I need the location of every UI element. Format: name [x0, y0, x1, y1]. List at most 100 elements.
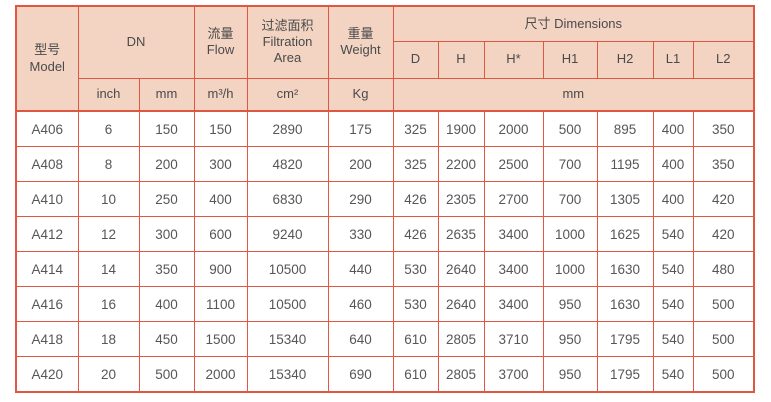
cell-dim-l2: 500 [692, 286, 755, 322]
cell-dim-l1: 540 [652, 356, 694, 393]
cell-flow: 300 [193, 146, 248, 182]
header-dim-h2: H2 [596, 40, 654, 79]
cell-dim-hstar: 3400 [483, 216, 544, 252]
cell-weight: 200 [327, 146, 394, 182]
header-model-en: Model [29, 58, 65, 74]
cell-dim-hstar: 2700 [483, 181, 544, 217]
header-dim-l1: L1 [652, 40, 694, 79]
cell-dim-hstar: 3710 [483, 321, 544, 357]
cell-dim-l1: 400 [652, 181, 694, 217]
cell-dim-l1: 400 [652, 110, 694, 147]
table-row: A412 12 300 600 9240 330 426 2635 3400 1000 1625 54… [15, 216, 755, 252]
cell-dim-l2: 420 [692, 216, 755, 252]
cell-dim-h2: 1630 [596, 251, 654, 287]
cell-flow: 1100 [193, 286, 248, 322]
header-dim-h1: H1 [542, 40, 598, 79]
cell-filtration-area: 10500 [246, 251, 329, 287]
header-filtration-zh: 过滤面积 [261, 17, 314, 33]
cell-filtration-area: 2890 [246, 110, 329, 147]
cell-weight: 460 [327, 286, 394, 322]
cell-dn-mm: 500 [138, 356, 195, 393]
header-dn: DN [77, 5, 195, 79]
cell-dn-mm: 350 [138, 251, 195, 287]
table-header: 型号 Model DN 流量 Flow 过滤面积 Filtration Area… [15, 5, 755, 112]
cell-dim-d: 530 [392, 251, 439, 287]
header-dimensions: 尺寸 Dimensions [392, 5, 755, 42]
cell-dim-d: 325 [392, 110, 439, 147]
cell-dim-hstar: 3700 [483, 356, 544, 393]
header-row-2: D H H* H1 H2 L1 L2 [16, 40, 755, 79]
table-row: A410 10 250 400 6830 290 426 2305 2700 700 1305 400… [15, 181, 755, 217]
cell-model: A416 [15, 286, 79, 322]
header-model-zh: 型号 [34, 42, 61, 58]
table-row: A420 20 500 2000 15340 690 610 2805 3700 950 1795 5… [15, 356, 755, 393]
cell-dim-d: 610 [392, 321, 439, 357]
cell-flow: 900 [193, 251, 248, 287]
filter-spec-table: 型号 Model DN 流量 Flow 过滤面积 Filtration Area… [15, 5, 756, 393]
cell-flow: 600 [193, 216, 248, 252]
cell-filtration-area: 10500 [246, 286, 329, 322]
cell-dn-mm: 150 [138, 110, 195, 147]
header-dim-h: H [437, 40, 485, 79]
cell-dim-l1: 540 [652, 286, 694, 322]
table-row: A416 16 400 1100 10500 460 530 2640 3400 950 1630 5… [15, 286, 755, 322]
cell-filtration-area: 4820 [246, 146, 329, 182]
unit-weight: Kg [327, 77, 394, 112]
cell-dim-h2: 1195 [596, 146, 654, 182]
cell-dim-h2: 1795 [596, 321, 654, 357]
cell-dim-l1: 400 [652, 146, 694, 182]
cell-dim-d: 426 [392, 181, 439, 217]
header-flow-zh: 流量 [207, 26, 234, 41]
header-dim-l2: L2 [692, 40, 755, 79]
cell-flow: 400 [193, 181, 248, 217]
header-filtration-area: 过滤面积 Filtration Area [246, 5, 329, 79]
cell-dim-h: 2805 [437, 356, 485, 393]
cell-dim-d: 530 [392, 286, 439, 322]
cell-weight: 175 [327, 110, 394, 147]
cell-model: A414 [15, 251, 79, 287]
cell-dim-h2: 1625 [596, 216, 654, 252]
cell-weight: 330 [327, 216, 394, 252]
table-row: A406 6 150 150 2890 175 325 1900 2000 500 895 400 35… [15, 110, 755, 147]
cell-filtration-area: 6830 [246, 181, 329, 217]
cell-dim-h: 2635 [437, 216, 485, 252]
cell-dim-h2: 1305 [596, 181, 654, 217]
cell-flow: 2000 [193, 356, 248, 393]
cell-dim-h1: 500 [542, 110, 598, 147]
header-flow-en: Flow [206, 42, 235, 58]
cell-flow: 150 [193, 110, 248, 147]
unit-inch: inch [77, 77, 140, 112]
cell-model: A420 [15, 356, 79, 393]
cell-weight: 690 [327, 356, 394, 393]
cell-filtration-area: 15340 [246, 356, 329, 393]
cell-dim-l1: 540 [652, 216, 694, 252]
table-body: A406 6 150 150 2890 175 325 1900 2000 500 895 400 35… [15, 110, 755, 393]
cell-dn-inch: 14 [77, 251, 140, 287]
cell-model: A406 [15, 110, 79, 147]
cell-dim-h2: 1630 [596, 286, 654, 322]
cell-model: A408 [15, 146, 79, 182]
header-dim-d: D [392, 40, 439, 79]
cell-dim-h: 2640 [437, 251, 485, 287]
cell-filtration-area: 9240 [246, 216, 329, 252]
table-row: A418 18 450 1500 15340 640 610 2805 3710 950 1795 5… [15, 321, 755, 357]
cell-dn-inch: 20 [77, 356, 140, 393]
header-filtration-en1: Filtration [262, 34, 313, 50]
cell-dn-inch: 12 [77, 216, 140, 252]
cell-dim-h: 1900 [437, 110, 485, 147]
cell-dim-d: 426 [392, 216, 439, 252]
cell-filtration-area: 15340 [246, 321, 329, 357]
cell-dn-mm: 450 [138, 321, 195, 357]
cell-dim-h1: 1000 [542, 251, 598, 287]
unit-flow: m³/h [193, 77, 248, 112]
cell-dim-l2: 500 [692, 356, 755, 393]
header-weight-zh: 重量 [347, 26, 374, 41]
cell-dim-l2: 420 [692, 181, 755, 217]
cell-model: A412 [15, 216, 79, 252]
cell-dn-inch: 16 [77, 286, 140, 322]
cell-dn-mm: 400 [138, 286, 195, 322]
header-dim-hstar: H* [483, 40, 544, 79]
cell-dn-mm: 300 [138, 216, 195, 252]
cell-flow: 1500 [193, 321, 248, 357]
cell-dim-hstar: 2000 [483, 110, 544, 147]
